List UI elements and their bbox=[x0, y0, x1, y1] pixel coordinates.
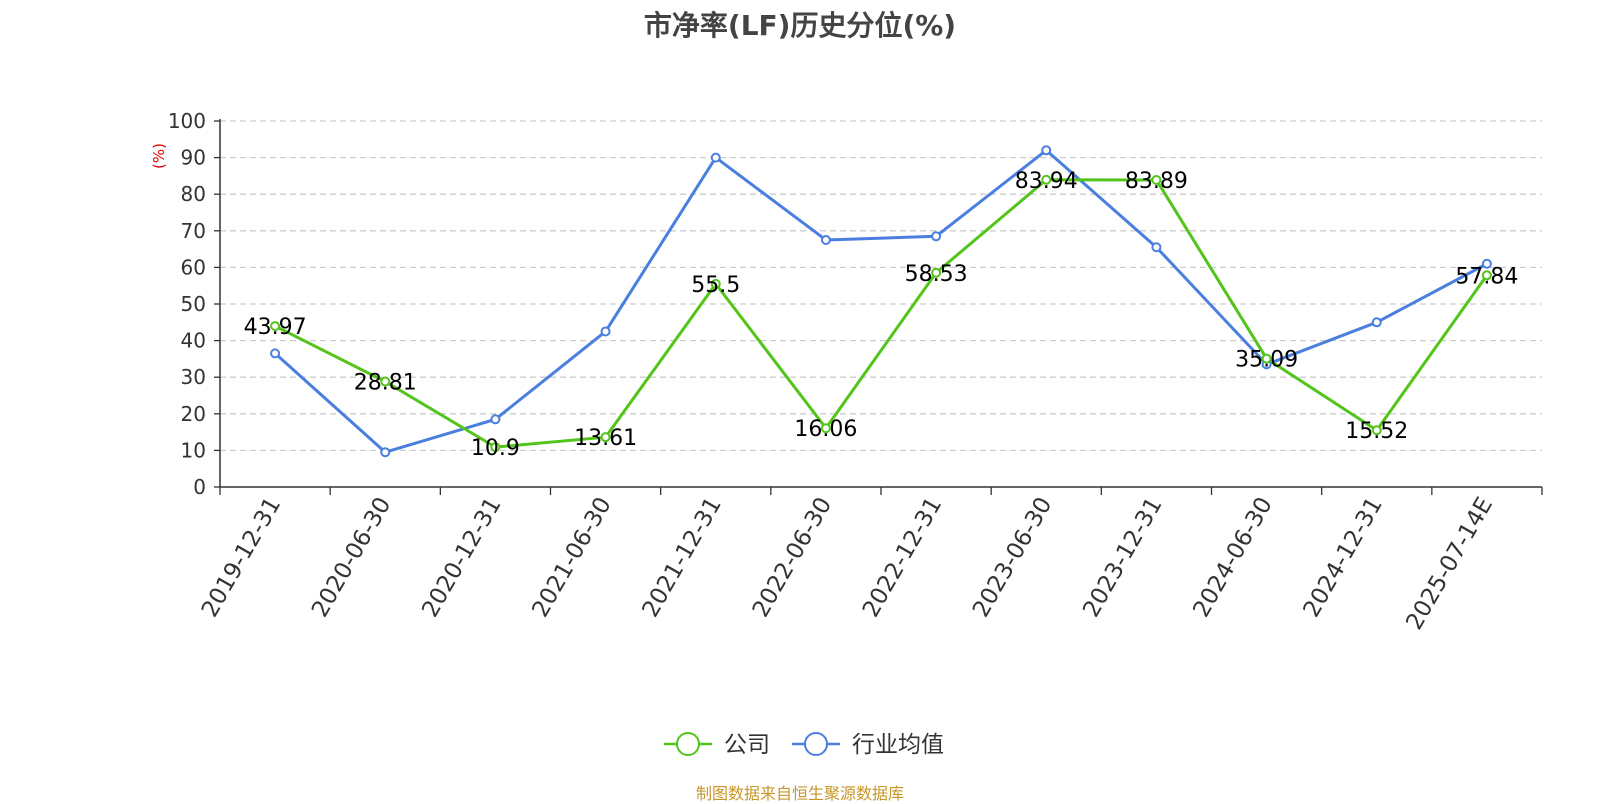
data-label: 16.06 bbox=[794, 417, 857, 442]
grid-lines bbox=[220, 120, 1542, 452]
data-point[interactable] bbox=[270, 348, 281, 359]
data-label: 55.5 bbox=[691, 273, 740, 298]
data-point[interactable] bbox=[600, 432, 611, 443]
legend-label[interactable]: 行业均值 bbox=[852, 732, 944, 758]
data-point[interactable] bbox=[1041, 145, 1052, 156]
x-tick-label: 2019-12-31 bbox=[197, 493, 286, 622]
y-tick-label: 50 bbox=[181, 292, 206, 316]
data-point[interactable] bbox=[380, 447, 391, 458]
x-tick-label: 2023-12-31 bbox=[1078, 493, 1167, 622]
data-point[interactable] bbox=[820, 234, 831, 245]
data-label: 10.9 bbox=[471, 436, 520, 461]
data-point[interactable] bbox=[1371, 425, 1382, 436]
chart-title: 市净率(LF)历史分位(%) bbox=[643, 9, 957, 42]
data-point[interactable] bbox=[270, 321, 281, 332]
y-tick-label: 60 bbox=[181, 255, 206, 279]
y-tick-label: 40 bbox=[181, 329, 206, 353]
data-label: 43.97 bbox=[244, 315, 307, 340]
legend-label[interactable]: 公司 bbox=[724, 732, 770, 758]
legend-marker[interactable] bbox=[676, 732, 700, 756]
y-axis-unit-label: (%) bbox=[150, 143, 168, 169]
y-tick-label: 80 bbox=[181, 182, 206, 206]
data-point[interactable] bbox=[1261, 353, 1272, 364]
y-tick-label: 70 bbox=[181, 219, 206, 243]
data-point[interactable] bbox=[1041, 174, 1052, 185]
legend-marker[interactable] bbox=[804, 732, 828, 756]
y-tick-label: 20 bbox=[181, 402, 206, 426]
data-label: 83.94 bbox=[1015, 169, 1078, 194]
x-tick-label: 2021-12-31 bbox=[638, 493, 727, 622]
data-point[interactable] bbox=[490, 442, 501, 453]
data-point[interactable] bbox=[1481, 270, 1492, 281]
data-label: 58.53 bbox=[905, 262, 968, 287]
data-point[interactable] bbox=[931, 231, 942, 242]
x-tick-label: 2020-12-31 bbox=[417, 493, 506, 622]
y-tick-label: 100 bbox=[168, 109, 206, 133]
y-tick-label: 0 bbox=[193, 475, 206, 499]
data-point[interactable] bbox=[1371, 317, 1382, 328]
data-labels: 43.97 28.81 10.9 13.61 55.5 16.06 58.53 83.94 83… bbox=[244, 169, 1519, 461]
series-line bbox=[274, 178, 1489, 449]
data-point[interactable] bbox=[1151, 242, 1162, 253]
data-point[interactable] bbox=[380, 376, 391, 387]
data-point[interactable] bbox=[1151, 174, 1162, 185]
source-note: 制图数据来自恒生聚源数据库 bbox=[695, 784, 904, 803]
y-tick-label: 10 bbox=[181, 438, 206, 462]
data-label: 15.52 bbox=[1345, 419, 1408, 444]
series-lines bbox=[270, 145, 1492, 458]
legend[interactable]: 公司 行业均值 bbox=[664, 732, 944, 758]
x-tick-label: 2024-06-30 bbox=[1188, 493, 1277, 622]
x-tick-label: 2020-06-30 bbox=[307, 493, 396, 622]
x-tick-label: 2025-07-14E bbox=[1401, 493, 1498, 634]
data-point[interactable] bbox=[820, 423, 831, 434]
data-point[interactable] bbox=[600, 326, 611, 337]
data-label: 35.09 bbox=[1235, 348, 1298, 373]
x-tick-label: 2022-06-30 bbox=[748, 493, 837, 622]
x-tick-label: 2024-12-31 bbox=[1299, 493, 1388, 622]
data-label: 13.61 bbox=[574, 426, 637, 451]
data-point[interactable] bbox=[710, 278, 721, 289]
x-tick-label: 2023-06-30 bbox=[968, 493, 1057, 622]
data-point[interactable] bbox=[710, 152, 721, 163]
data-point[interactable] bbox=[931, 267, 942, 278]
data-label: 83.89 bbox=[1125, 169, 1188, 194]
x-tick-label: 2021-06-30 bbox=[527, 493, 616, 622]
data-label: 57.84 bbox=[1455, 264, 1518, 289]
data-point[interactable] bbox=[1481, 258, 1492, 269]
series-line bbox=[274, 148, 1488, 454]
x-tick-label: 2022-12-31 bbox=[858, 493, 947, 622]
data-point[interactable] bbox=[490, 414, 501, 425]
data-label: 28.81 bbox=[354, 371, 417, 396]
y-tick-label: 30 bbox=[181, 365, 206, 389]
y-tick-label: 90 bbox=[181, 146, 206, 170]
